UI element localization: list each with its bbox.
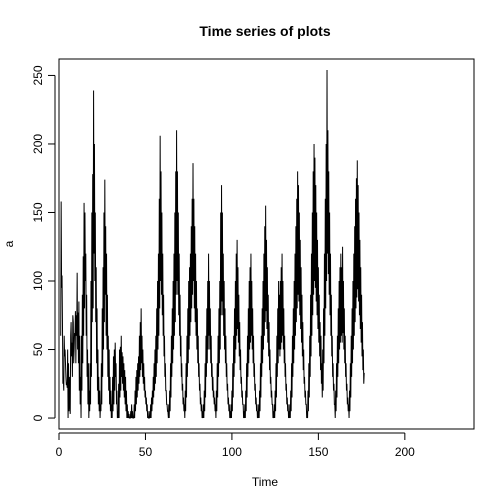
- y-tick-label-1: 50: [31, 343, 45, 357]
- series-line: [60, 69, 365, 419]
- y-axis-label: a: [2, 240, 16, 247]
- y-tick-label-0: 0: [31, 414, 45, 421]
- x-tick-label-0: 0: [56, 445, 63, 459]
- x-tick-label-1: 50: [139, 445, 153, 459]
- y-tick-label-2: 100: [31, 271, 45, 291]
- x-tick-label-3: 150: [308, 445, 328, 459]
- chart-title: Time series of plots: [199, 23, 330, 39]
- x-axis: 0 50 100 150 200: [56, 432, 415, 459]
- x-tick-label-4: 200: [395, 445, 415, 459]
- y-axis: 0 50 100 150 200 250: [31, 65, 56, 421]
- y-tick-label-3: 150: [31, 202, 45, 222]
- x-tick-label-2: 100: [222, 445, 242, 459]
- y-tick-label-5: 250: [31, 65, 45, 85]
- x-axis-label: Time: [252, 475, 279, 489]
- y-tick-label-4: 200: [31, 134, 45, 154]
- plot-frame: [58, 58, 475, 430]
